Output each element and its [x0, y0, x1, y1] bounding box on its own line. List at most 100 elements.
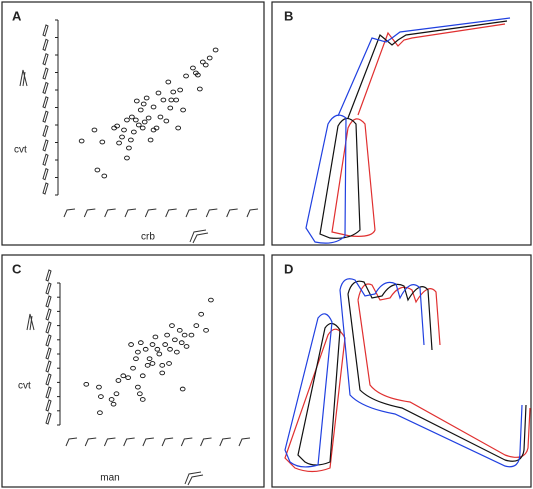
data-point: [98, 394, 104, 399]
x-axis-label: man: [100, 473, 119, 484]
data-point: [176, 327, 183, 333]
shape-glyph: [42, 81, 49, 95]
y-axis-label: cvt: [14, 145, 27, 156]
shape-glyph: [45, 373, 52, 386]
data-point: [83, 381, 90, 387]
shape-glyph: [246, 208, 259, 218]
data-point: [149, 361, 156, 366]
data-point: [147, 137, 154, 143]
shape-glyph: [42, 153, 49, 166]
data-point: [206, 55, 213, 61]
shape-glyph: [45, 347, 52, 360]
panel-frame: [271, 1, 532, 246]
data-point: [154, 346, 161, 352]
data-point: [124, 117, 130, 123]
shape-glyph: [123, 437, 135, 447]
data-point: [139, 373, 146, 379]
panel-letter: A: [12, 8, 22, 23]
data-point: [150, 127, 157, 133]
shape-glyph: [42, 38, 49, 52]
shape-glyph: [42, 53, 49, 66]
shape-glyph: [45, 269, 52, 282]
shape-glyph: [42, 124, 49, 138]
data-point: [198, 311, 205, 317]
shape-glyph: [42, 182, 49, 195]
data-point: [135, 384, 141, 390]
data-point: [136, 391, 143, 397]
shape-glyph: [45, 360, 52, 373]
data-point: [169, 323, 175, 328]
data-point: [130, 365, 136, 371]
data-point: [99, 139, 106, 145]
data-point: [173, 349, 180, 355]
data-point: [173, 97, 180, 103]
data-point: [178, 340, 185, 345]
shape-glyph: [45, 308, 52, 321]
shape-glyph: [104, 208, 116, 218]
x-axis-label: crb: [141, 232, 155, 243]
data-point: [140, 101, 147, 107]
shape-glyph: [226, 208, 238, 218]
data-point: [139, 125, 146, 131]
shape-glyph: [42, 139, 49, 152]
data-point: [170, 89, 177, 95]
data-point: [128, 342, 134, 347]
data-point: [188, 332, 195, 338]
data-point: [196, 86, 203, 92]
data-point: [130, 129, 137, 135]
data-point: [135, 349, 141, 355]
shape-glyph: [45, 399, 52, 412]
shape-glyph: [144, 208, 157, 218]
data-point: [167, 105, 174, 111]
shape-glyph: [45, 386, 52, 399]
data-point: [164, 332, 170, 338]
data-point: [199, 59, 206, 65]
shape-glyph: [161, 437, 174, 447]
data-point: [175, 125, 182, 131]
data-point: [183, 73, 189, 79]
data-point: [96, 384, 102, 390]
shape-glyph: [42, 24, 49, 37]
shape-glyph: [205, 208, 218, 218]
shape-glyph: [42, 110, 49, 123]
data-point: [129, 114, 135, 120]
shape-glyph: [165, 208, 177, 218]
data-point: [150, 104, 157, 110]
data-point: [137, 107, 144, 113]
data-point: [172, 337, 178, 343]
shape-glyph: [84, 437, 97, 447]
shape-icon: [184, 471, 204, 486]
data-point: [157, 114, 164, 120]
data-point: [143, 95, 150, 101]
data-point: [167, 346, 173, 352]
outline-red: [331, 23, 506, 237]
data-point: [145, 115, 152, 121]
outline-blue: [305, 17, 511, 244]
data-point: [115, 378, 122, 383]
data-point: [101, 173, 108, 179]
shape-glyph: [180, 437, 193, 447]
data-point: [179, 386, 186, 392]
data-point: [152, 334, 159, 340]
data-point: [203, 327, 209, 333]
shape-glyph: [83, 208, 96, 218]
data-point: [113, 391, 120, 397]
shape-glyph: [238, 437, 251, 447]
data-point: [91, 127, 98, 133]
panel-frame: [1, 1, 265, 246]
data-point: [160, 97, 167, 103]
data-point: [126, 145, 132, 151]
data-point: [120, 373, 127, 379]
data-point: [133, 98, 140, 104]
outline-red: [284, 283, 531, 473]
shape-glyph: [45, 321, 52, 334]
data-point: [78, 138, 85, 144]
shape-glyph: [45, 295, 52, 308]
data-point: [190, 65, 196, 71]
data-point: [177, 87, 183, 93]
shape-icon: [19, 69, 28, 87]
data-point: [146, 356, 153, 362]
shape-glyph: [42, 167, 49, 181]
data-point: [159, 370, 166, 376]
